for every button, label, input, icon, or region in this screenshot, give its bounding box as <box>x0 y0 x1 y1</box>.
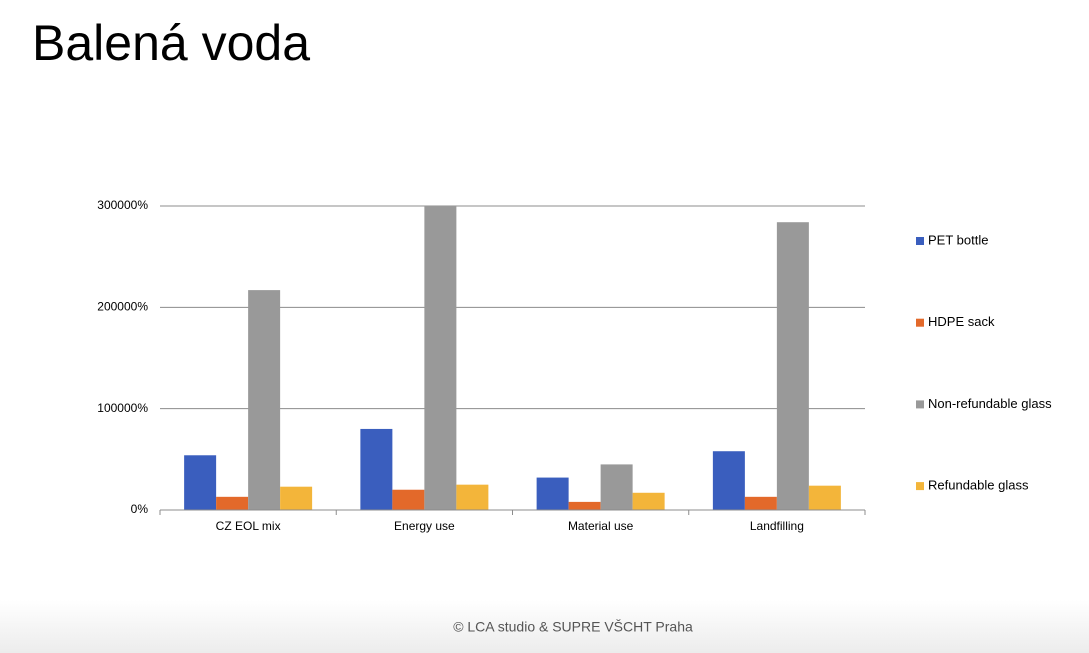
x-tick-label: Landfilling <box>750 519 804 533</box>
bar <box>744 496 777 510</box>
legend-label: Non-refundable glass <box>928 396 1052 411</box>
legend-label: PET bottle <box>928 232 988 247</box>
y-tick-label: 0% <box>131 502 149 516</box>
bar <box>808 485 841 510</box>
bar <box>712 451 745 510</box>
bar <box>184 455 217 510</box>
bar <box>776 222 809 511</box>
bar <box>456 484 489 510</box>
footer-band <box>0 600 1089 653</box>
bar <box>360 428 393 510</box>
y-tick-label: 100000% <box>97 401 148 415</box>
legend-swatch <box>916 318 924 327</box>
slide-title: Balená voda <box>32 15 310 71</box>
legend-swatch <box>916 237 924 245</box>
chart: 0% 100000% 200000% 300000% CZ EOL mix Energy … <box>97 198 1052 533</box>
bar <box>392 489 425 510</box>
legend-label: HDPE sack <box>928 314 995 329</box>
x-tick-label: Energy use <box>394 519 455 533</box>
bar <box>632 492 665 510</box>
x-tick-label: CZ EOL mix <box>216 519 281 533</box>
y-tick-label: 300000% <box>97 198 148 212</box>
bar <box>216 496 249 510</box>
legend-swatch <box>916 400 924 409</box>
bar <box>536 477 569 510</box>
bar <box>248 290 281 510</box>
bar <box>280 486 313 510</box>
bar <box>424 206 457 510</box>
x-tick-label: Material use <box>568 519 634 533</box>
footer: © LCA studio & SUPRE VŠCHT Praha <box>453 619 693 635</box>
legend-swatch <box>916 482 924 491</box>
bar <box>600 464 633 510</box>
bar <box>568 501 601 510</box>
legend-label: Refundable glass <box>928 478 1029 493</box>
y-tick-label: 200000% <box>97 300 148 314</box>
